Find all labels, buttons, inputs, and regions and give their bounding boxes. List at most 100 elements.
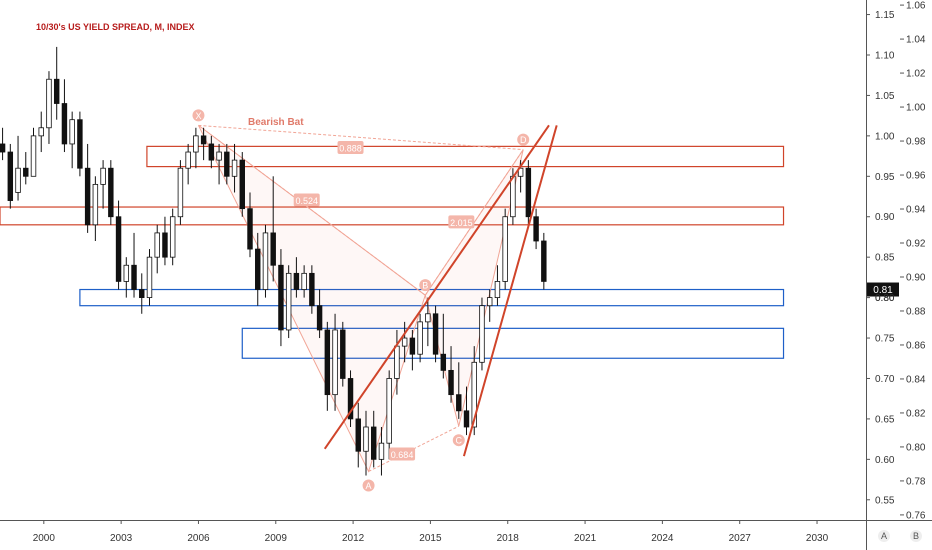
ratio-label: 0.524 <box>295 196 318 206</box>
x-tick-label: 2006 <box>187 533 210 544</box>
candle-up <box>146 256 153 299</box>
ratio-badge <box>337 140 364 154</box>
last-price-label: 0.81 <box>873 285 893 296</box>
x-tick-label: 2024 <box>651 533 674 544</box>
harmonic-point-label: C <box>456 436 463 446</box>
harmonic-point-marker <box>192 109 205 122</box>
x-tick-label: 2009 <box>265 533 288 544</box>
left-scale-label: 1.15 <box>875 10 895 21</box>
harmonic-point-label: X <box>195 111 201 121</box>
candle-up <box>38 127 44 137</box>
x-tick-label: 2027 <box>729 533 752 544</box>
x-tick-label: 2012 <box>342 533 365 544</box>
harmonic-point-label: A <box>366 481 372 491</box>
harmonic-point-label: D <box>520 135 527 145</box>
candle-down <box>224 151 230 177</box>
candle-up <box>193 135 199 153</box>
candle-down <box>247 208 253 250</box>
candle-down <box>309 272 315 307</box>
price-zone <box>0 206 785 226</box>
candle-down <box>23 167 29 177</box>
candle-up <box>378 442 385 460</box>
candle-down <box>139 289 145 299</box>
harmonic-point-marker <box>362 479 375 492</box>
candle-down <box>53 78 60 104</box>
right-scale-label: 0.96 <box>906 171 926 182</box>
right-scale-label: 0.90 <box>906 272 926 283</box>
candle-up <box>100 167 106 185</box>
chart-title: 10/30's US YIELD SPREAD, M, INDEX <box>36 22 195 32</box>
candle-up <box>401 337 408 347</box>
candle-down <box>371 426 377 460</box>
price-zone <box>79 288 785 307</box>
left-scale-label: 0.80 <box>875 293 895 304</box>
left-scale-label: 0.75 <box>875 334 895 345</box>
left-scale-label: 0.60 <box>875 455 895 466</box>
candle-up <box>216 151 222 161</box>
candle-down <box>239 159 245 210</box>
left-scale-label: 0.70 <box>875 374 895 385</box>
left-scale-label: 0.90 <box>875 212 895 223</box>
ratio-label: 0.888 <box>339 143 362 153</box>
candle-up <box>69 119 75 145</box>
left-scale-label: 1.00 <box>875 131 895 142</box>
candle-up <box>494 281 501 299</box>
candle-down <box>541 240 547 282</box>
candle-up <box>417 321 423 355</box>
candle-down <box>347 378 354 420</box>
right-scale-label: 0.76 <box>906 510 926 521</box>
auto-scale-button[interactable]: A <box>878 530 890 542</box>
x-tick-label: 2003 <box>110 533 133 544</box>
left-scale-label: 1.05 <box>875 91 895 102</box>
candle-down <box>440 353 447 371</box>
candle-down <box>0 143 6 153</box>
left-scale-label: 0.55 <box>875 495 895 506</box>
candle-down <box>324 329 331 396</box>
candle-up <box>46 78 52 129</box>
right-scale-label: 0.86 <box>906 340 926 351</box>
scale-both-button[interactable]: B <box>910 530 922 542</box>
candle-up <box>15 167 21 193</box>
left-scale-label: 1.10 <box>875 50 895 61</box>
candle-up <box>471 361 477 428</box>
candle-up <box>502 216 508 282</box>
candle-down <box>409 337 416 355</box>
candle-up <box>177 167 184 218</box>
harmonic-point-marker <box>517 133 530 146</box>
candle-up <box>262 232 269 290</box>
right-scale-label: 0.78 <box>906 476 926 487</box>
candle-down <box>108 167 114 218</box>
harmonic-point-label: B <box>422 281 428 291</box>
candle-down <box>255 248 261 290</box>
candle-up <box>425 313 431 323</box>
right-scale-label: 1.02 <box>906 69 926 80</box>
right-scale-label: 1.06 <box>906 1 926 12</box>
candle-down <box>340 329 346 379</box>
right-scale-label: 0.84 <box>906 374 926 385</box>
pattern-name-label: Bearish Bat <box>248 117 304 128</box>
candle-down <box>77 119 83 169</box>
right-scale-label: 0.94 <box>906 205 926 216</box>
candle-up <box>30 135 37 177</box>
ratio-badge <box>389 447 416 461</box>
ratio-badge <box>448 215 475 229</box>
left-scale-label: 0.85 <box>875 253 895 264</box>
candle-up <box>510 175 516 218</box>
left-scale-label: 0.65 <box>875 414 895 425</box>
candle-up <box>123 264 130 282</box>
candle-down <box>355 418 361 452</box>
right-scale-label: 0.80 <box>906 442 926 453</box>
candle-down <box>270 232 276 266</box>
ratio-label: 2.015 <box>450 218 473 228</box>
candle-down <box>84 167 91 226</box>
ratio-label: 0.684 <box>391 450 414 460</box>
candle-up <box>332 329 338 396</box>
right-scale-label: 0.82 <box>906 408 926 419</box>
harmonic-point-marker <box>419 279 432 292</box>
x-tick-label: 2030 <box>806 533 829 544</box>
right-scale-label: 1.04 <box>906 35 926 46</box>
x-tick-label: 2015 <box>419 533 442 544</box>
right-scale-label: 0.88 <box>906 306 926 317</box>
harmonic-point-marker <box>452 434 465 447</box>
